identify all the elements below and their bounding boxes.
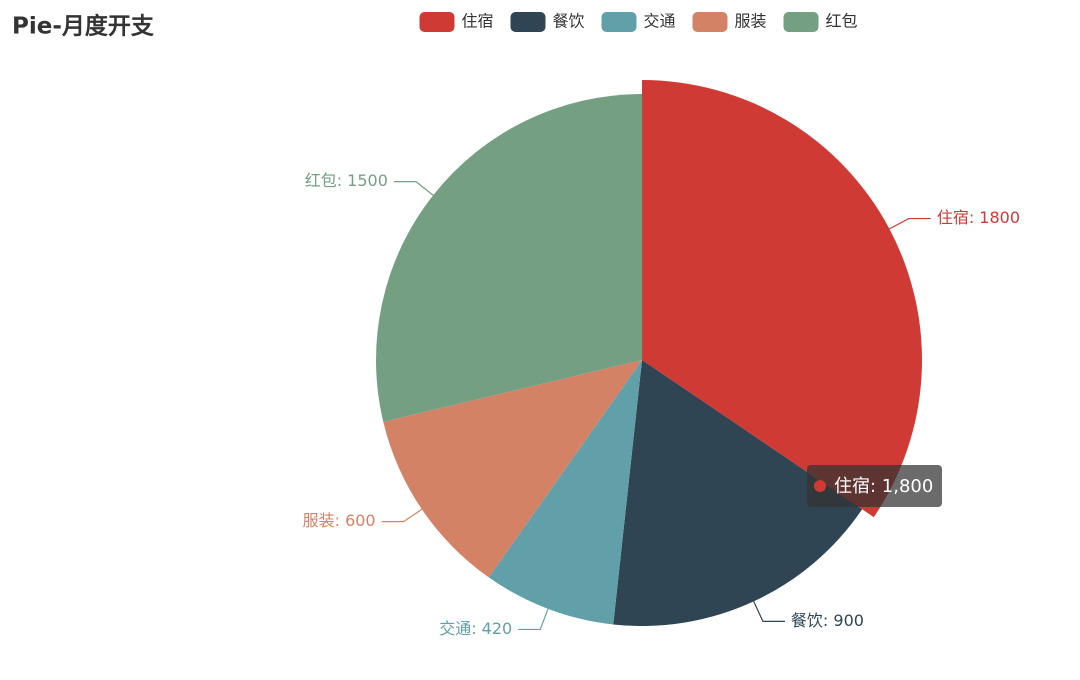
data-label: 服装: 600 bbox=[303, 511, 376, 530]
tooltip: 住宿: 1,800 bbox=[807, 465, 942, 507]
legend-label: 餐饮 bbox=[553, 12, 585, 31]
legend-swatch bbox=[692, 12, 728, 32]
data-label: 交通: 420 bbox=[439, 619, 512, 638]
label-line bbox=[393, 180, 434, 196]
data-label: 红包: 1500 bbox=[305, 171, 388, 190]
legend-label: 交通 bbox=[644, 12, 676, 31]
pie-slice bbox=[488, 360, 642, 625]
legend-swatch bbox=[601, 12, 637, 32]
tooltip-dot bbox=[814, 480, 826, 492]
legend-label: 服装 bbox=[735, 12, 767, 31]
data-label: 餐饮: 900 bbox=[791, 611, 864, 630]
legend-swatch bbox=[510, 12, 546, 32]
tooltip-box bbox=[807, 465, 942, 507]
pie-slice bbox=[375, 94, 642, 422]
pie-slice bbox=[383, 360, 642, 578]
label-line bbox=[753, 601, 785, 622]
tooltip-text: 住宿: 1,800 bbox=[834, 476, 933, 497]
legend-swatch bbox=[783, 12, 819, 32]
legend-swatch bbox=[419, 12, 455, 32]
chart-title: Pie-月度开支 bbox=[12, 13, 155, 40]
legend-label: 住宿 bbox=[462, 12, 494, 31]
data-label: 住宿: 1800 bbox=[937, 208, 1020, 227]
legend-label: 红包 bbox=[826, 12, 858, 31]
label-line bbox=[518, 608, 549, 631]
pie-slice bbox=[642, 80, 922, 518]
label-line bbox=[889, 217, 931, 230]
pie-slice bbox=[613, 360, 863, 626]
label-line bbox=[381, 508, 423, 523]
